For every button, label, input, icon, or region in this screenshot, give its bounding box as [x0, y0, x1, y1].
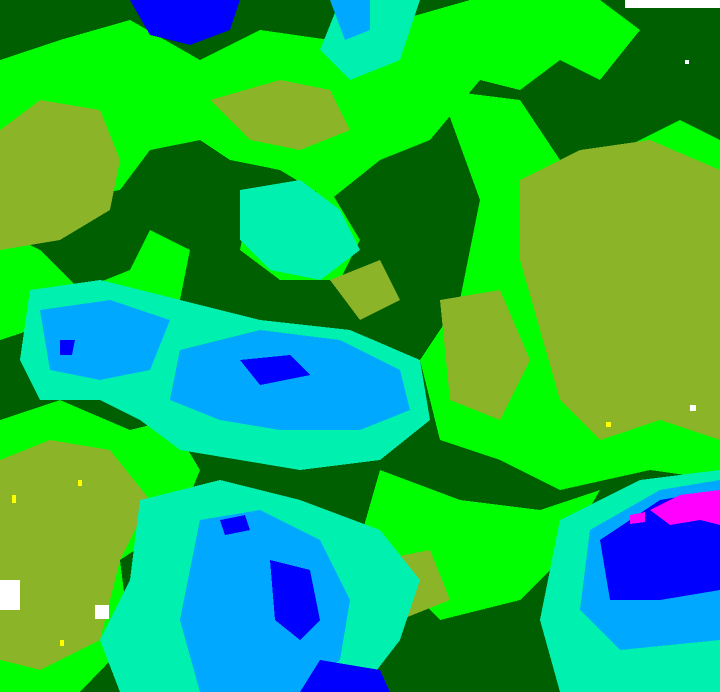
- olive-regions: [0, 80, 720, 670]
- white-specks: [0, 0, 720, 619]
- magenta-regions: [630, 490, 720, 525]
- yellow-specks: [12, 422, 611, 646]
